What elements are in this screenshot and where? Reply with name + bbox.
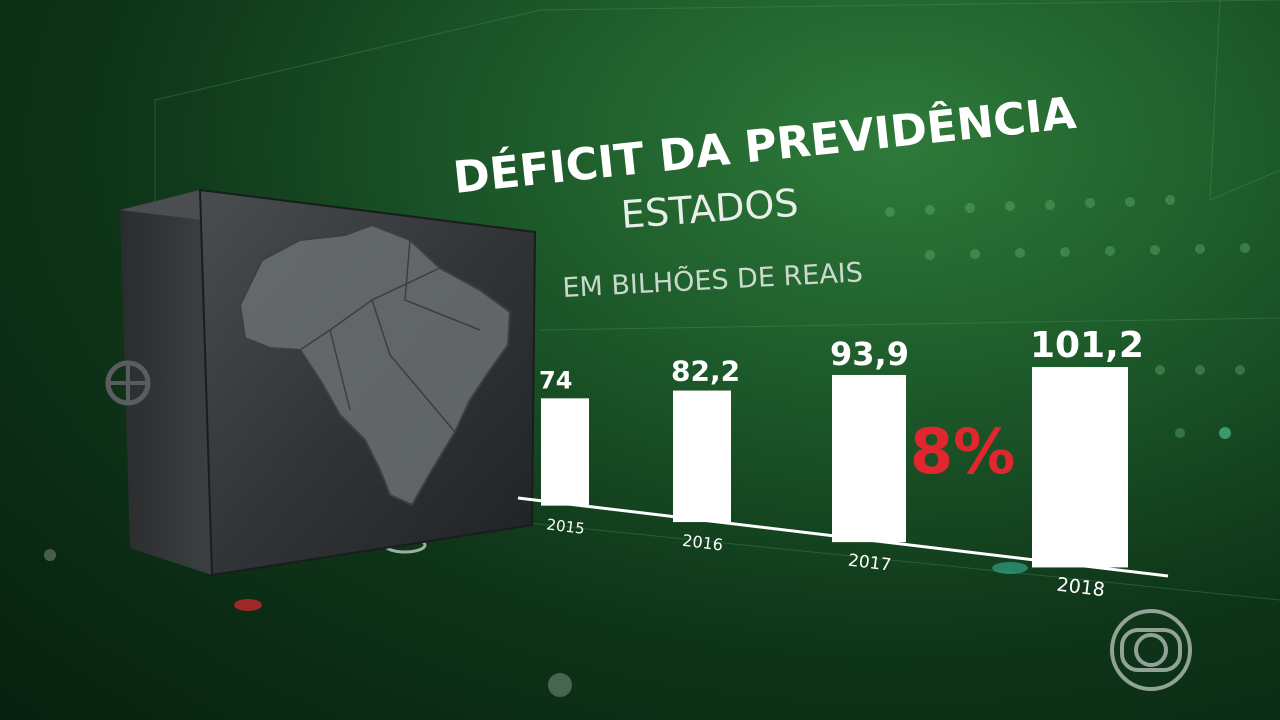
tick-labels: 2015 2016 2017 2018 [546,515,1107,601]
bar-2016 [673,390,731,523]
red-light-dot [234,599,262,611]
safe-illustration [105,188,537,577]
tick-label-2017: 2017 [847,551,892,576]
bar-2017 [832,374,906,543]
unit-label: EM BILHÕES DE REAIS [562,256,864,304]
background-decoration [154,0,1280,601]
bar-2018 [1032,367,1128,568]
percent-annotation: 8% [910,415,1015,488]
value-label-2018: 101,2 [1030,325,1144,366]
tv-globo-logo [1110,609,1192,691]
tick-label-2018: 2018 [1055,574,1106,602]
background-dots [44,195,1250,697]
value-label-2015: 74 [539,366,572,394]
safe-dial-icon [105,360,151,406]
tick-label-2015: 2015 [546,515,586,538]
brazil-map-icon [238,223,512,507]
value-labels: 74 82,2 93,9 101,2 [539,325,1144,394]
value-label-2016: 82,2 [671,355,740,388]
safe-side [120,190,212,575]
bars [541,367,1128,568]
tick-label-2016: 2016 [681,531,724,555]
chart-subtitle: ESTADOS [620,181,800,237]
bar-2015 [541,398,589,506]
value-label-2017: 93,9 [830,335,909,373]
teal-light [992,562,1028,574]
